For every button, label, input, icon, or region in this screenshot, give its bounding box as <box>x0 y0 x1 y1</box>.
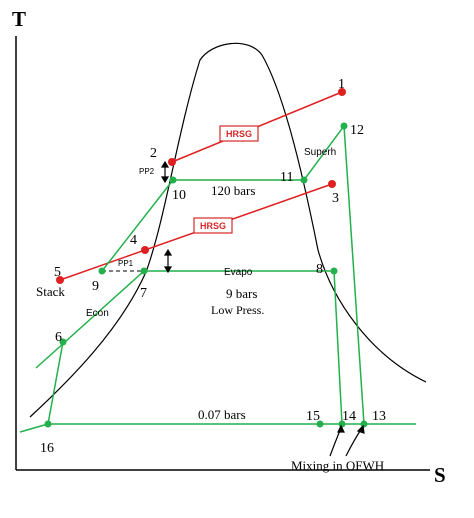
point-16-label: 16 <box>40 441 54 456</box>
condensate-lead <box>19 423 49 433</box>
pp2-arrow <box>160 160 170 184</box>
point-5-label: 5 <box>54 265 61 280</box>
point-11-marker <box>300 176 308 184</box>
point-11-label: 11 <box>280 170 293 185</box>
point-4-label: 4 <box>130 233 137 248</box>
low-pressure-value: 9 bars <box>226 286 257 301</box>
steam-point-markers <box>44 122 368 428</box>
point-14-marker <box>338 420 346 428</box>
point-1-label: 1 <box>338 77 345 92</box>
hrsg-box-mid: HRSG <box>193 217 233 234</box>
point-2-marker <box>168 158 176 166</box>
expansion-line-high <box>343 125 365 425</box>
y-axis-label: T <box>12 7 26 31</box>
point-12-label: 12 <box>350 123 364 138</box>
point-10-marker <box>169 176 177 184</box>
point-13-label: 13 <box>372 409 386 424</box>
pp2-label: PP2 <box>139 167 155 176</box>
hrsg-mid-label: HRSG <box>200 221 226 231</box>
point-10-label: 10 <box>172 188 186 203</box>
point-3-marker <box>328 180 336 188</box>
point-1-marker <box>338 88 346 96</box>
pump-line <box>47 341 64 425</box>
point-15-marker <box>316 420 324 428</box>
econ-high-line <box>101 179 174 272</box>
point-8-label: 8 <box>316 262 323 277</box>
point-6-marker <box>59 338 67 346</box>
point-9-label: 9 <box>92 279 99 294</box>
point-7-marker <box>140 267 148 275</box>
econ-low-line <box>35 270 145 369</box>
condenser-pressure-label: 0.07 bars <box>198 407 246 422</box>
point-13-marker <box>360 420 368 428</box>
superheater-label: Superh <box>304 147 336 158</box>
point-2-label: 2 <box>150 146 157 161</box>
point-12-marker <box>340 122 348 130</box>
expansion-line-low <box>333 270 343 425</box>
mixing-arrows <box>329 424 365 457</box>
hrsg-box-top: HRSG <box>219 125 259 142</box>
hrsg-top-label: HRSG <box>226 129 252 139</box>
point-14-label: 14 <box>342 409 356 424</box>
stack-label: Stack <box>36 284 65 299</box>
point-3-label: 3 <box>332 191 339 206</box>
gas-lines <box>56 88 346 284</box>
mixing-ofwh-label: Mixing in OFWH <box>291 458 384 473</box>
economizer-label: Econ <box>86 308 109 319</box>
evaporator-label: Evapo <box>224 267 253 278</box>
point-5-marker <box>56 276 64 284</box>
low-pressure-label: Low Press. <box>211 303 264 317</box>
pp1-arrow <box>163 248 173 274</box>
point-9-marker <box>98 267 106 275</box>
point-16-marker <box>44 420 52 428</box>
high-pressure-label: 120 bars <box>211 183 255 198</box>
point-4-marker <box>141 246 149 254</box>
point-15-label: 15 <box>306 409 320 424</box>
point-7-label: 7 <box>140 286 147 301</box>
pp1-label: PP1 <box>118 259 134 268</box>
steam-cycle-lines <box>19 125 416 433</box>
point-8-marker <box>330 267 338 275</box>
point-6-label: 6 <box>55 330 62 345</box>
x-axis-label: S <box>434 463 446 487</box>
